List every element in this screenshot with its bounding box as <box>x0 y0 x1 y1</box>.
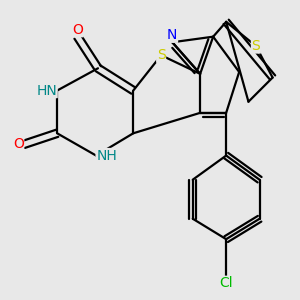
Text: O: O <box>72 23 83 37</box>
Text: HN: HN <box>36 84 57 98</box>
Text: N: N <box>167 28 178 42</box>
Text: S: S <box>251 39 260 53</box>
Text: O: O <box>13 137 24 152</box>
Text: Cl: Cl <box>219 276 233 290</box>
Text: NH: NH <box>96 148 117 163</box>
Text: S: S <box>157 48 166 62</box>
